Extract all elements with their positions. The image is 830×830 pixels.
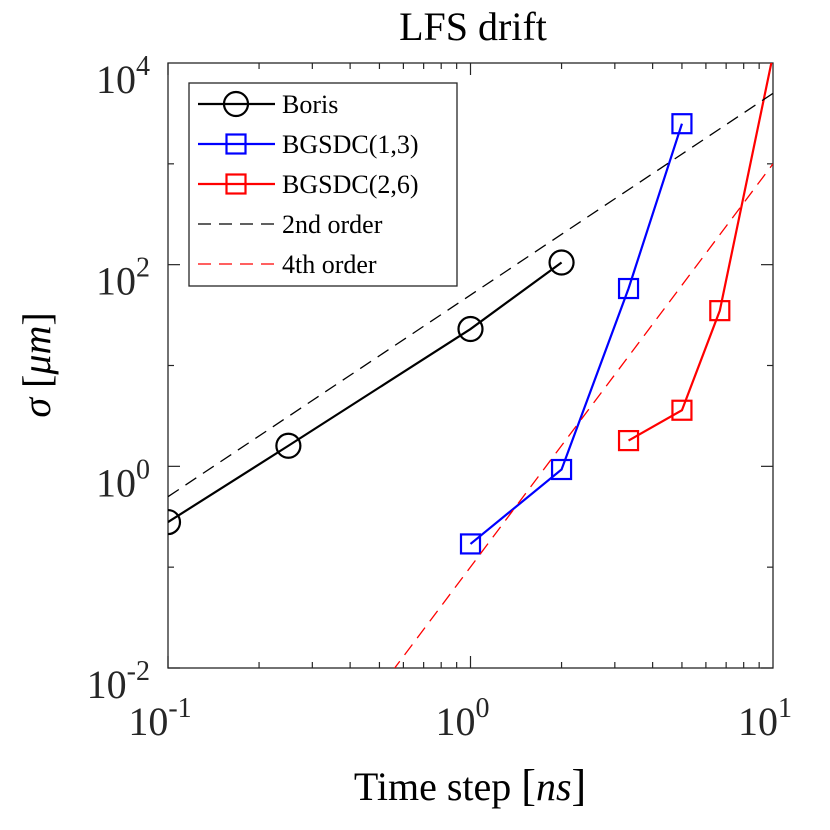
legend-label: 2nd order: [282, 210, 383, 239]
x-axis-label-unit: ns: [536, 764, 572, 809]
series-line: [393, 163, 773, 668]
series-boris: [168, 249, 575, 536]
y-tick-label: 102: [96, 253, 150, 304]
series-layer: [168, 63, 773, 668]
series-bgsdc-1-3: [459, 113, 693, 555]
x-tick-label: 100: [436, 693, 490, 744]
series-line: [469, 123, 683, 545]
y-tick-label: 100: [96, 454, 150, 505]
legend-marker: [222, 90, 250, 118]
x-axis-label-text: Time step: [354, 764, 521, 809]
legend-entry: BGSDC(2,6): [198, 170, 419, 199]
x-tick-label: 10-1: [128, 693, 191, 744]
data-point: [459, 533, 482, 555]
series-line: [168, 261, 563, 524]
legend-label: 4th order: [282, 250, 377, 279]
legend-entry: BGSDC(1,3): [198, 130, 419, 159]
series-2nd-order: [168, 92, 773, 498]
data-point: [457, 315, 484, 343]
x-tick-label: 101: [738, 693, 792, 744]
data-point: [617, 429, 640, 452]
legend-entry: 4th order: [198, 250, 377, 279]
data-point: [275, 432, 302, 459]
legend-label: BGSDC(2,6): [282, 170, 419, 199]
x-tick-labels: 10-1 100 101: [128, 693, 792, 744]
legend-entry: Boris: [198, 90, 338, 119]
legend: Boris BGSDC(1,3) BGSDC(2,6) 2nd order 4th or…: [188, 82, 458, 287]
y-axis-label-unit: μm: [14, 326, 59, 376]
data-point: [168, 508, 182, 536]
y-axis-label-symbol: σ: [14, 397, 59, 418]
y-tick-labels: 10-2 100 102 104: [87, 51, 150, 707]
series-line: [627, 63, 773, 442]
x-axis-label: Time step [ns]: [354, 761, 586, 810]
data-point: [550, 458, 573, 481]
data-point: [548, 249, 575, 276]
legend-label: BGSDC(1,3): [282, 130, 419, 159]
series-bgsdc-2-6: [617, 63, 773, 452]
y-tick-label: 104: [96, 51, 150, 102]
data-point: [709, 300, 731, 322]
series-line: [168, 92, 773, 498]
legend-label: Boris: [282, 90, 338, 119]
legend-entry: 2nd order: [198, 210, 383, 239]
legend-marker: [225, 133, 247, 155]
data-point: [671, 399, 693, 421]
chart-title: LFS drift: [399, 4, 547, 49]
y-tick-label: 10-2: [87, 656, 150, 707]
axis-ticks: [167, 63, 773, 669]
series-4th-order: [393, 163, 773, 668]
data-point: [671, 113, 693, 135]
legend-marker: [225, 173, 247, 195]
data-point: [617, 277, 640, 300]
y-axis-label: σ [μm]: [14, 312, 59, 417]
